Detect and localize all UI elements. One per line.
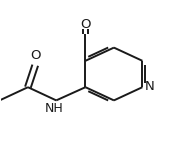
Text: NH: NH xyxy=(45,102,64,115)
Text: N: N xyxy=(144,80,154,93)
Text: O: O xyxy=(30,49,40,62)
Text: O: O xyxy=(80,18,91,31)
